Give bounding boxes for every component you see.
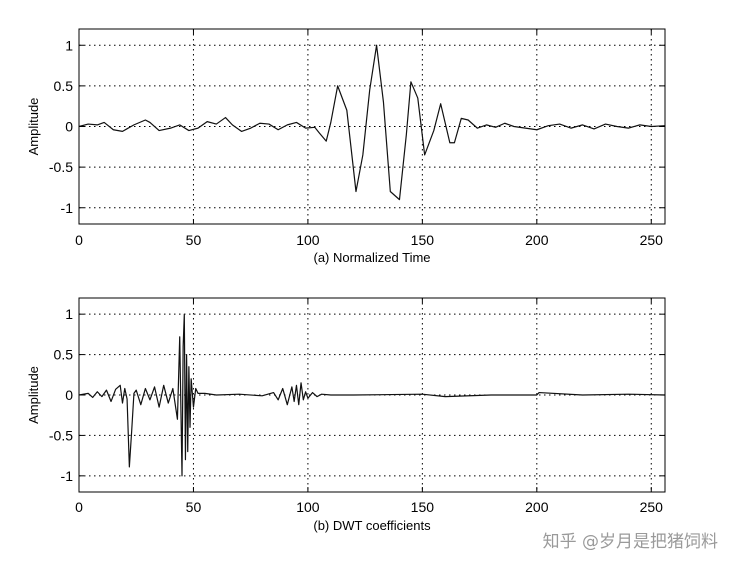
y-tick-label: -1 <box>61 200 74 216</box>
panel-b-dwt-coefficients: 0 50 100 150 200 250 1 0.5 0 -0.5 -1 (b) DWT coeffi… <box>26 297 666 533</box>
series-line <box>78 313 666 477</box>
y-tick-label: -0.5 <box>49 427 73 443</box>
x-tick-label: 100 <box>296 499 320 515</box>
panel-a-normalized-time: 0 50 100 150 200 250 1 0.5 0 -0.5 -1 (a) Normalized… <box>26 28 666 265</box>
x-tick-label: 200 <box>525 232 549 248</box>
y-tick-label: -1 <box>61 468 74 484</box>
x-tick-label: 0 <box>75 499 83 515</box>
series-line <box>78 44 666 201</box>
x-tick-label: 0 <box>75 232 83 248</box>
x-tick-label: 150 <box>411 232 435 248</box>
y-tick-label: -0.5 <box>49 159 73 175</box>
watermark: 知乎 @岁月是把猪饲料 <box>542 532 718 552</box>
x-axis-label: (a) Normalized Time <box>313 250 430 265</box>
x-tick-label: 250 <box>640 499 664 515</box>
y-axis-label: Amplitude <box>26 98 41 156</box>
y-tick-label: 1 <box>65 37 73 53</box>
y-tick-label: 0 <box>65 119 73 135</box>
x-axis-label: (b) DWT coefficients <box>313 518 431 533</box>
y-tick-label: 0.5 <box>54 347 74 363</box>
x-tick-label: 50 <box>186 499 202 515</box>
y-tick-label: 1 <box>65 306 73 322</box>
y-tick-label: 0.5 <box>54 78 74 94</box>
x-tick-label: 200 <box>525 499 549 515</box>
x-tick-label: 100 <box>296 232 320 248</box>
x-tick-label: 50 <box>186 232 202 248</box>
y-tick-label: 0 <box>65 387 73 403</box>
x-tick-label: 250 <box>640 232 664 248</box>
y-axis-label: Amplitude <box>26 366 41 424</box>
x-tick-label: 150 <box>411 499 435 515</box>
